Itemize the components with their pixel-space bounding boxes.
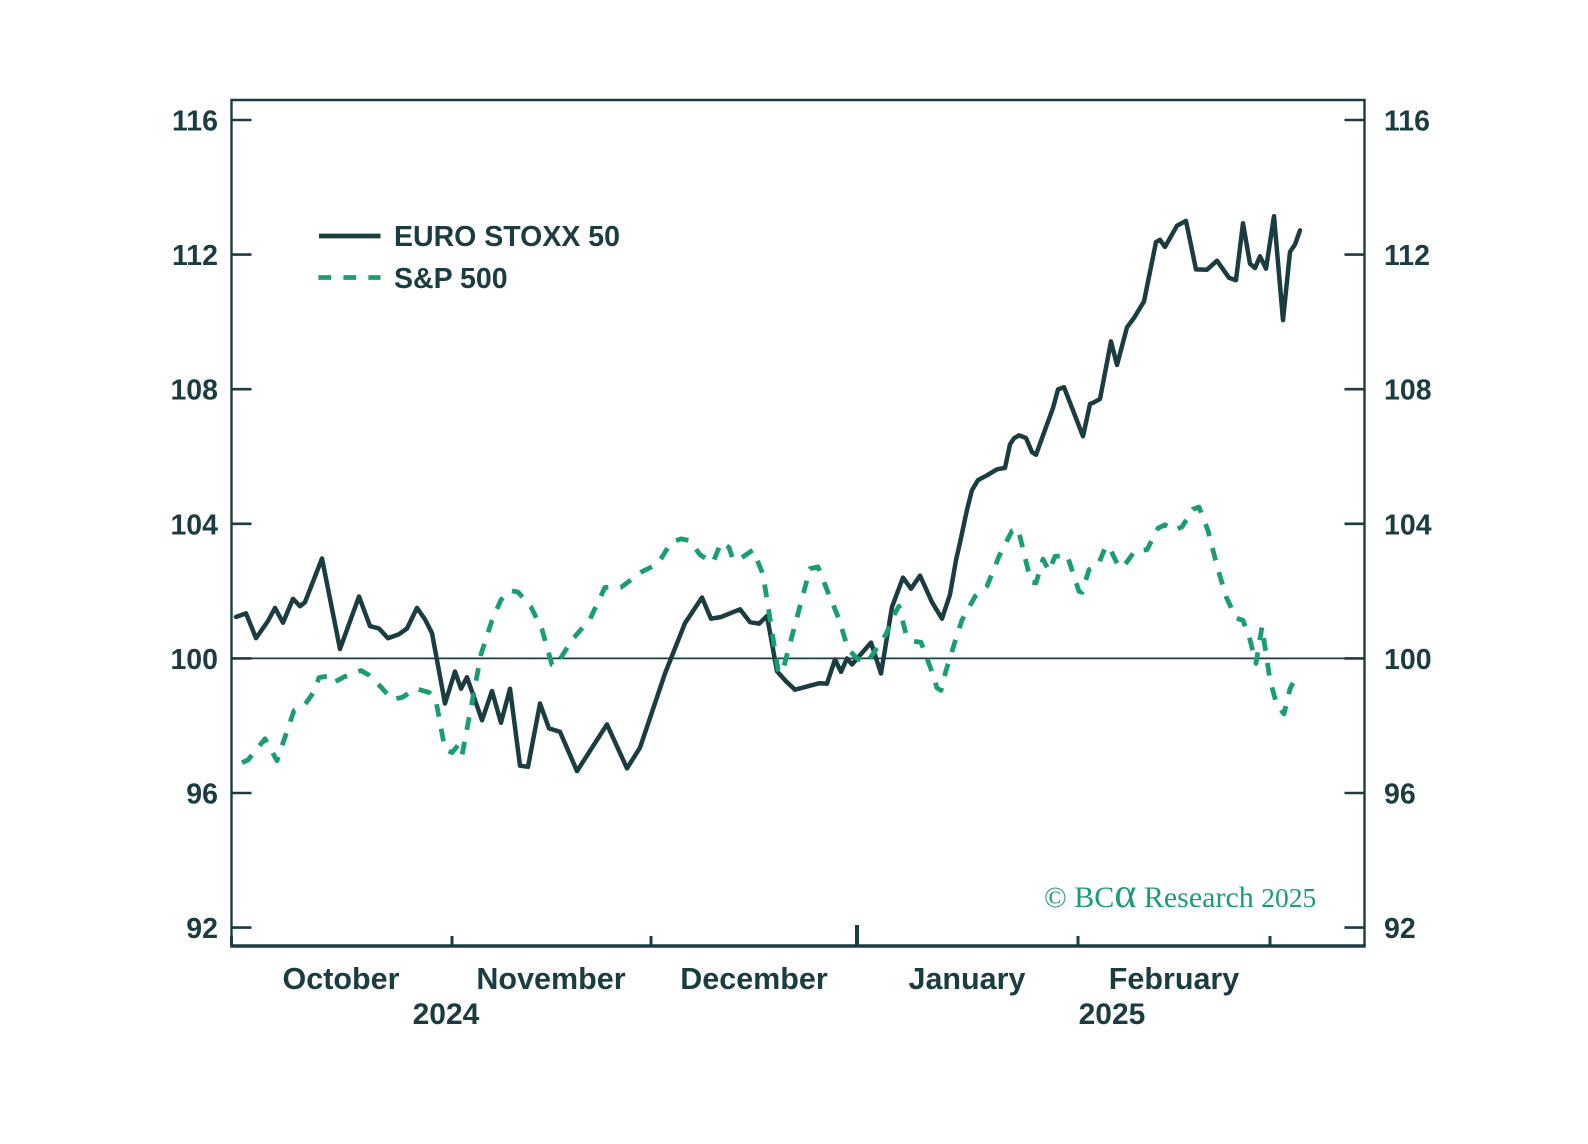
svg-text:108: 108 [1384,375,1432,407]
svg-text:2025: 2025 [1079,998,1146,1031]
svg-text:108: 108 [170,375,218,407]
svg-text:92: 92 [1384,913,1416,945]
svg-text:100: 100 [1384,644,1432,676]
svg-text:116: 116 [172,106,218,138]
svg-text:112: 112 [1384,240,1430,272]
svg-text:116: 116 [1384,106,1430,138]
svg-text:104: 104 [1384,509,1432,541]
svg-text:100: 100 [170,644,218,676]
svg-text:92: 92 [186,913,218,945]
svg-text:96: 96 [1384,779,1416,811]
svg-text:January: January [909,962,1026,996]
svg-text:2024: 2024 [413,998,480,1031]
svg-text:October: October [283,962,400,996]
svg-text:112: 112 [172,240,218,272]
svg-text:December: December [680,962,828,996]
svg-text:November: November [476,962,625,996]
svg-text:104: 104 [170,509,218,541]
svg-text:96: 96 [186,779,218,811]
svg-text:S&P 500: S&P 500 [394,263,508,295]
svg-text:EURO STOXX 50: EURO STOXX 50 [394,221,620,253]
svg-text:February: February [1109,962,1240,996]
